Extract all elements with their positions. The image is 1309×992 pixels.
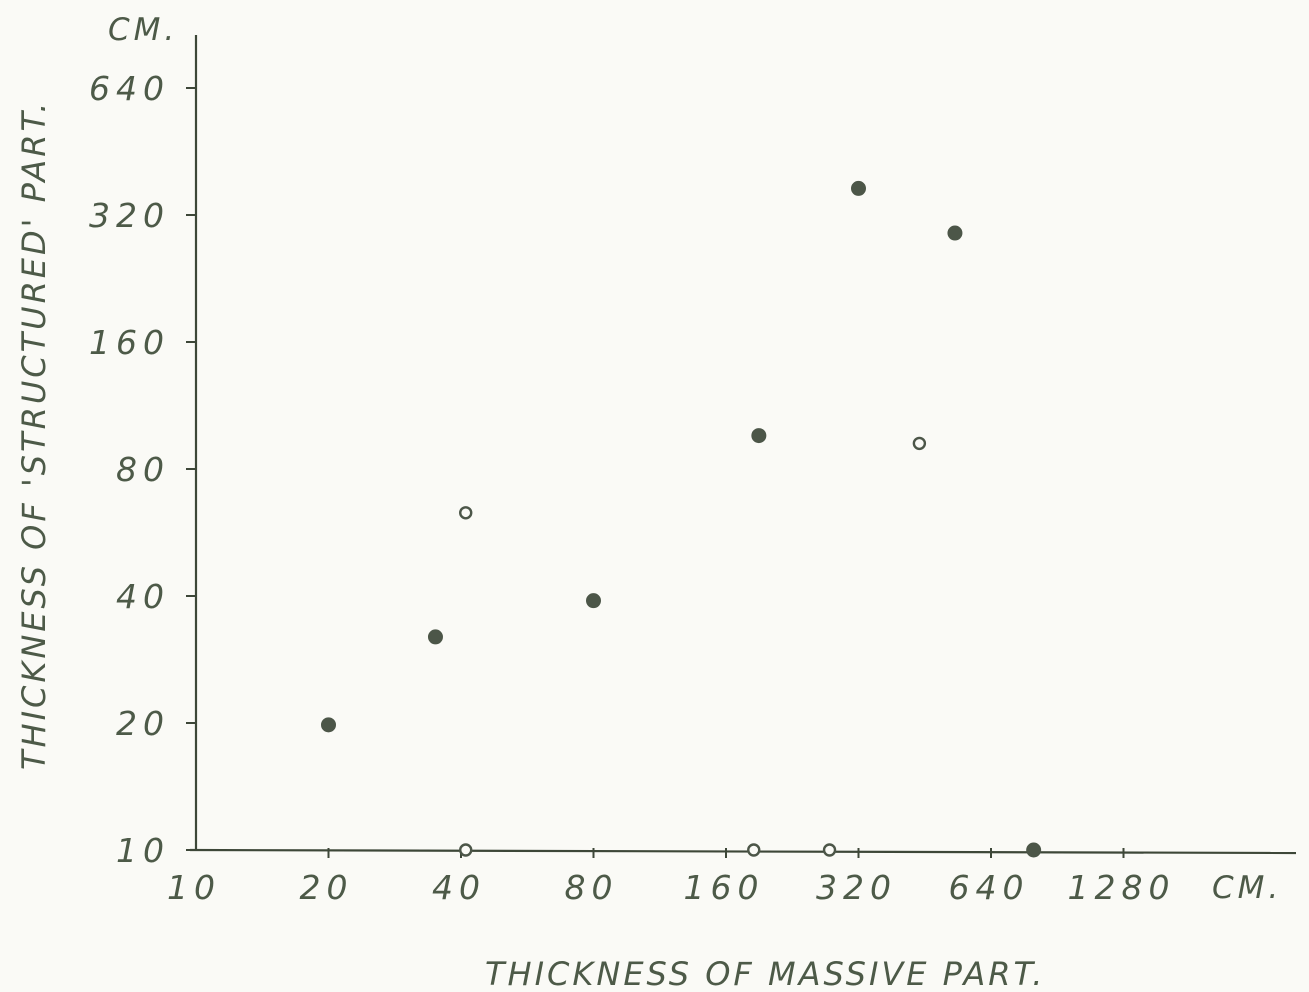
y-ticks: 10 20 40 80 160 320 640 — [89, 69, 196, 870]
filled-data-point — [321, 717, 336, 733]
y-tick-label: 160 — [89, 323, 170, 362]
x-tick-label: 1280 — [1068, 868, 1176, 907]
y-unit-label: CM. — [108, 12, 178, 48]
filled-data-point — [851, 180, 866, 196]
x-tick-label: 10 — [167, 868, 221, 907]
y-tick-label: 640 — [89, 69, 170, 108]
x-axis-line — [189, 848, 1297, 855]
open-data-point — [822, 843, 837, 857]
filled-data-point — [1026, 842, 1042, 858]
x-ticks: 10 20 40 80 160 320 640 1280 — [167, 848, 1176, 907]
x-tick-label: 80 — [565, 868, 619, 907]
x-axis-title: THICKNESS OF MASSIVE PART. — [485, 955, 1045, 992]
x-tick-label: 160 — [684, 868, 765, 907]
open-data-point — [459, 506, 473, 520]
filled-data-point — [751, 428, 767, 444]
open-data-point — [459, 843, 473, 857]
axes — [189, 35, 1297, 855]
x-tick-label: 320 — [816, 868, 897, 907]
filled-data-point — [586, 593, 601, 609]
filled-data-point — [947, 225, 963, 241]
y-tick-label: 10 — [116, 831, 170, 870]
y-tick-label: 320 — [89, 196, 170, 235]
x-tick-label: 20 — [300, 868, 354, 907]
open-data-point — [747, 843, 761, 857]
y-tick-label: 40 — [116, 577, 170, 616]
y-axis-title: THICKNESS OF 'STRUCTURED' PART. — [15, 100, 53, 770]
open-data-point — [912, 436, 927, 451]
y-tick-label: 80 — [116, 450, 170, 489]
filled-data-point — [427, 629, 443, 645]
x-tick-label: 40 — [432, 868, 486, 907]
x-unit-label: CM. — [1212, 870, 1282, 906]
x-tick-label: 640 — [949, 868, 1030, 907]
data-points — [321, 180, 1042, 858]
y-tick-label: 20 — [116, 704, 170, 743]
